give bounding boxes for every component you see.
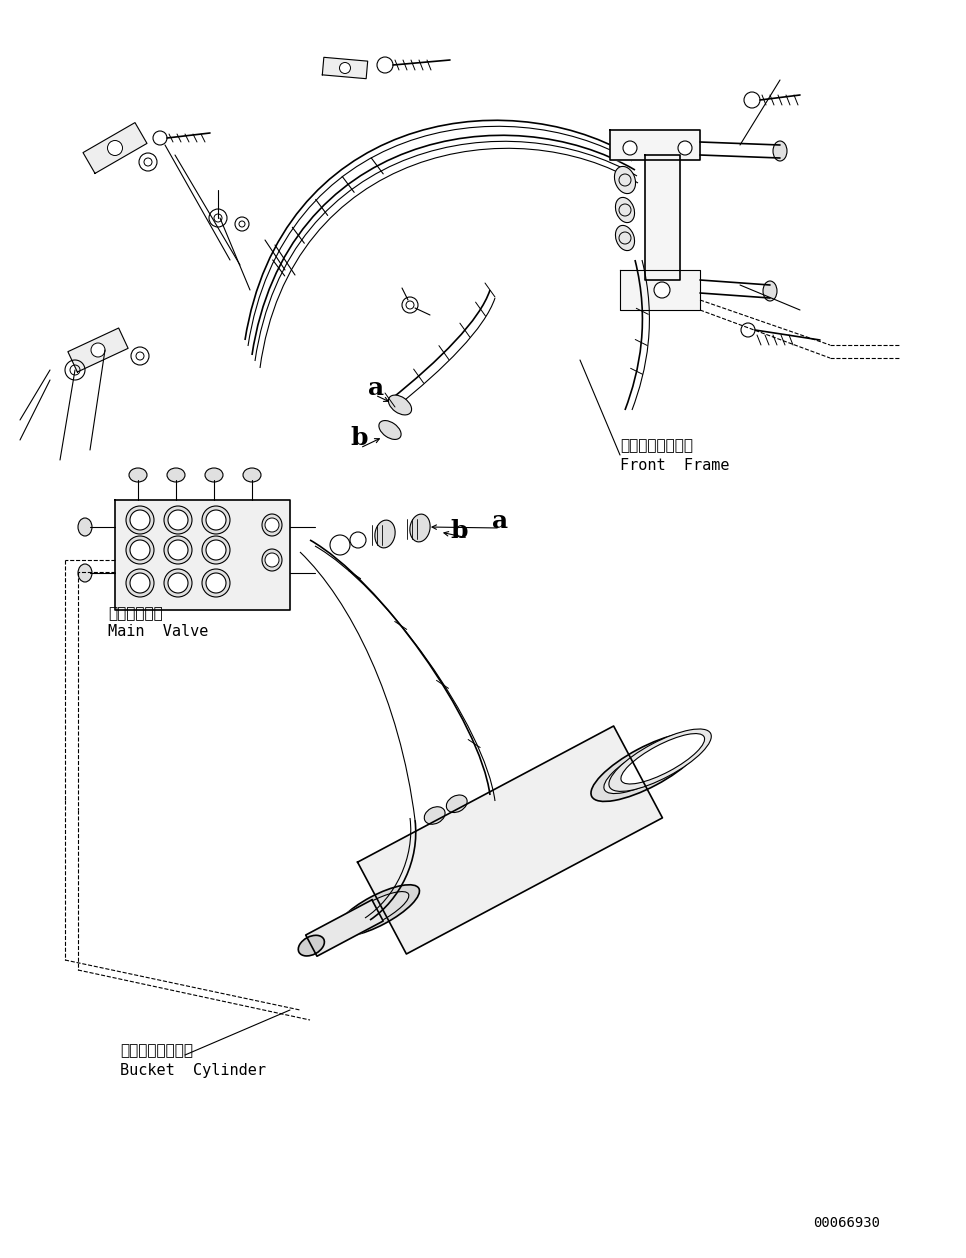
Ellipse shape	[773, 141, 787, 161]
Ellipse shape	[763, 281, 777, 301]
Ellipse shape	[164, 506, 192, 533]
Circle shape	[377, 57, 393, 73]
Polygon shape	[83, 122, 147, 174]
Circle shape	[153, 131, 167, 145]
Ellipse shape	[446, 795, 468, 813]
Ellipse shape	[78, 564, 92, 582]
Ellipse shape	[615, 225, 635, 250]
Polygon shape	[68, 328, 128, 372]
Ellipse shape	[262, 515, 282, 536]
Circle shape	[168, 540, 188, 560]
Circle shape	[130, 509, 150, 530]
Circle shape	[265, 554, 279, 567]
Polygon shape	[610, 130, 700, 160]
Ellipse shape	[379, 420, 401, 439]
Ellipse shape	[339, 892, 409, 933]
Circle shape	[678, 141, 692, 155]
Ellipse shape	[202, 506, 230, 533]
Ellipse shape	[591, 733, 702, 801]
Ellipse shape	[78, 518, 92, 536]
Ellipse shape	[375, 520, 395, 548]
Circle shape	[168, 509, 188, 530]
Text: 00066930: 00066930	[813, 1216, 880, 1230]
Circle shape	[265, 518, 279, 532]
Circle shape	[206, 572, 226, 593]
Ellipse shape	[164, 569, 192, 598]
Ellipse shape	[424, 806, 445, 824]
Polygon shape	[323, 58, 368, 79]
Ellipse shape	[262, 548, 282, 571]
Circle shape	[91, 343, 105, 357]
Ellipse shape	[614, 166, 636, 194]
Polygon shape	[620, 270, 700, 309]
Ellipse shape	[126, 506, 154, 533]
Text: b: b	[350, 426, 367, 450]
Ellipse shape	[129, 468, 147, 482]
Circle shape	[206, 509, 226, 530]
Circle shape	[744, 92, 760, 108]
Ellipse shape	[604, 737, 696, 794]
Text: Main  Valve: Main Valve	[108, 624, 209, 639]
Ellipse shape	[202, 536, 230, 564]
Ellipse shape	[615, 198, 635, 223]
Text: メインバルブ: メインバルブ	[108, 606, 162, 621]
Ellipse shape	[243, 468, 261, 482]
Polygon shape	[115, 499, 290, 610]
Ellipse shape	[609, 728, 711, 791]
Text: a: a	[492, 509, 508, 533]
Circle shape	[330, 535, 350, 555]
Circle shape	[402, 297, 418, 313]
Ellipse shape	[126, 536, 154, 564]
Polygon shape	[305, 899, 384, 956]
Circle shape	[107, 141, 123, 156]
Circle shape	[144, 159, 152, 166]
Circle shape	[339, 63, 351, 73]
Circle shape	[654, 282, 670, 298]
Circle shape	[623, 141, 637, 155]
Text: b: b	[450, 520, 468, 543]
Ellipse shape	[205, 468, 223, 482]
Text: Bucket  Cylinder: Bucket Cylinder	[120, 1063, 266, 1078]
Ellipse shape	[164, 536, 192, 564]
Ellipse shape	[126, 569, 154, 598]
Text: Front  Frame: Front Frame	[620, 458, 729, 473]
Circle shape	[206, 540, 226, 560]
Text: フロントフレーム: フロントフレーム	[620, 438, 693, 453]
Ellipse shape	[298, 935, 325, 956]
Circle shape	[130, 572, 150, 593]
Ellipse shape	[335, 884, 419, 936]
Ellipse shape	[410, 515, 430, 542]
Polygon shape	[357, 726, 663, 954]
Circle shape	[168, 572, 188, 593]
Ellipse shape	[202, 569, 230, 598]
Ellipse shape	[388, 395, 412, 415]
Circle shape	[350, 532, 366, 548]
Text: バケットシリンダ: バケットシリンダ	[120, 1043, 193, 1058]
Ellipse shape	[167, 468, 185, 482]
Ellipse shape	[621, 733, 704, 784]
Circle shape	[741, 323, 755, 337]
Circle shape	[130, 540, 150, 560]
Text: a: a	[368, 376, 384, 400]
Polygon shape	[645, 155, 680, 281]
